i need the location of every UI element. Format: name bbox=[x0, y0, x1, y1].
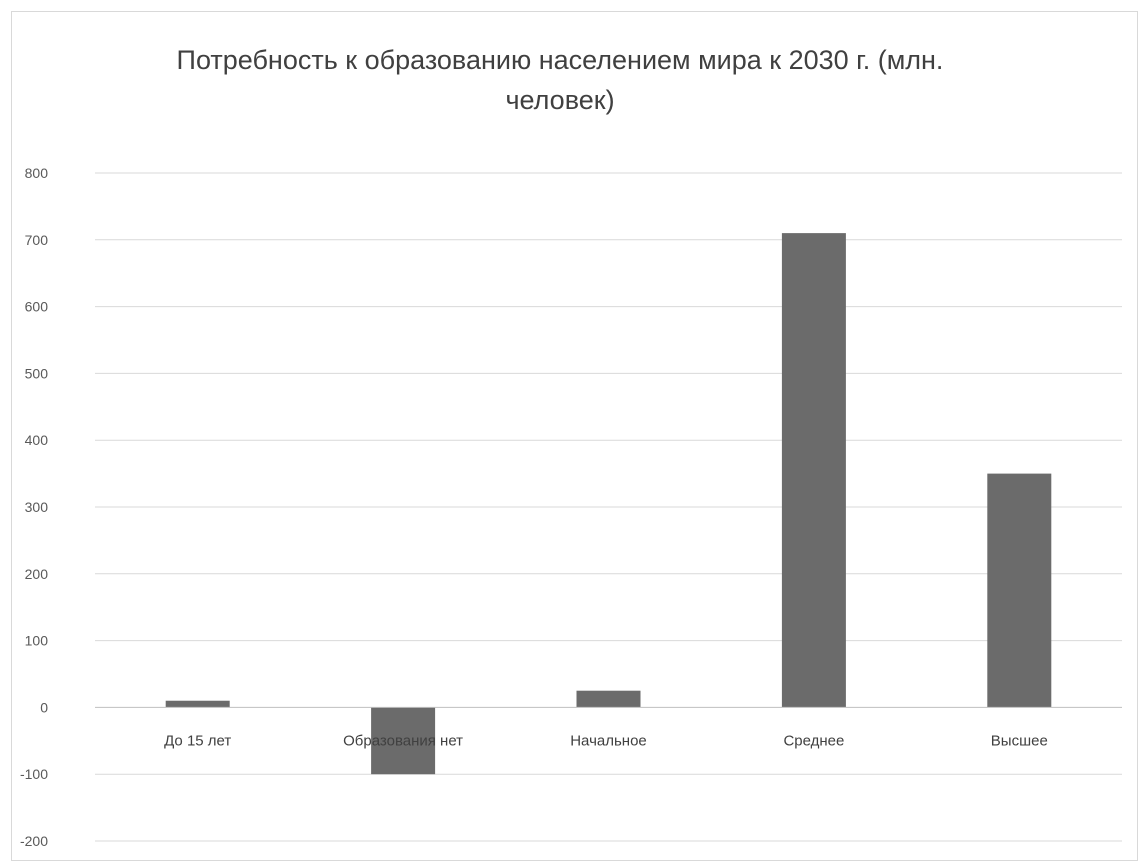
x-category-label: Начальное bbox=[570, 732, 647, 749]
chart-frame bbox=[11, 11, 1138, 861]
x-category-label: Образования нет bbox=[343, 732, 463, 749]
bar bbox=[781, 233, 846, 708]
y-tick-label: -200 bbox=[20, 833, 48, 849]
y-tick-label: -100 bbox=[20, 766, 48, 782]
y-tick-label: 200 bbox=[25, 566, 49, 582]
bar bbox=[165, 700, 230, 708]
y-tick-label: 0 bbox=[40, 699, 48, 715]
x-category-label: Высшее bbox=[991, 732, 1048, 749]
y-tick-label: 300 bbox=[25, 499, 49, 515]
y-tick-label: 700 bbox=[25, 232, 49, 248]
bar bbox=[987, 473, 1052, 708]
y-tick-label: 800 bbox=[25, 165, 49, 181]
y-tick-label: 500 bbox=[25, 365, 49, 381]
bars bbox=[165, 233, 1052, 775]
y-tick-label: 600 bbox=[25, 299, 49, 315]
y-tick-label: 100 bbox=[25, 633, 49, 649]
bar bbox=[576, 690, 641, 708]
chart-title: Потребность к образованию населением мир… bbox=[176, 45, 944, 115]
x-category-label: До 15 лет bbox=[164, 732, 231, 749]
y-tick-label: 400 bbox=[25, 432, 49, 448]
gridlines bbox=[95, 172, 1122, 842]
x-category-label: Среднее bbox=[783, 732, 844, 749]
bar bbox=[371, 707, 436, 775]
labels: 800 700 600 500 400 300 200 100 0 -100 -200 До 15 л… bbox=[20, 165, 1048, 849]
